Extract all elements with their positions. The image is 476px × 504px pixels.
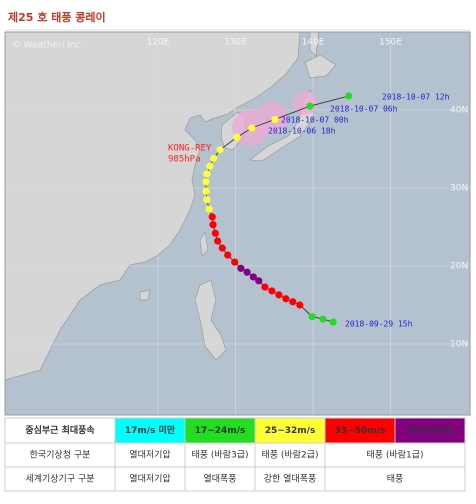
table-text: 17~24m/s bbox=[195, 426, 246, 436]
track-point bbox=[205, 205, 213, 213]
track-point bbox=[308, 313, 316, 321]
lon-label: 120E bbox=[147, 38, 170, 48]
track-point bbox=[224, 251, 232, 259]
table-cell bbox=[324, 442, 466, 468]
land bbox=[194, 279, 227, 361]
lat-label: 40N bbox=[450, 106, 468, 116]
storm-pressure: 985hPa bbox=[168, 155, 201, 165]
track-point bbox=[243, 268, 251, 276]
track-point bbox=[233, 133, 241, 141]
lat-label: 20N bbox=[450, 262, 468, 272]
track-point bbox=[255, 277, 263, 285]
lat-label: 30N bbox=[450, 184, 468, 194]
table-text: 강한 열대폭풍 bbox=[264, 474, 317, 485]
time-label: 2018-10-07 12h bbox=[382, 93, 450, 102]
track-point bbox=[248, 124, 256, 132]
storm-name: KONG-REY bbox=[168, 144, 212, 154]
track-point bbox=[231, 258, 239, 266]
table-cell bbox=[114, 417, 186, 444]
track-point bbox=[206, 162, 214, 170]
table-cell bbox=[394, 417, 466, 444]
table-cell bbox=[184, 466, 256, 492]
table-text: 5lm/s이상 bbox=[408, 424, 453, 436]
legend-table: 중심부근 최대풍속 17m/s 미만 17~24m/s 25~32m/s 33~50m/… bbox=[4, 417, 466, 492]
track-point bbox=[210, 154, 218, 162]
table-text: 중심부근 최대풍속 bbox=[25, 424, 94, 436]
time-label: 2018-10-07 00h bbox=[281, 116, 349, 125]
track-point bbox=[261, 283, 269, 291]
track-point bbox=[203, 196, 211, 204]
table-text: 세계기상기구 구분 bbox=[25, 473, 94, 485]
track-point bbox=[319, 315, 327, 323]
table-cell bbox=[184, 417, 256, 444]
table-text: 17m/s 미만 bbox=[125, 424, 176, 436]
track-point bbox=[216, 146, 224, 154]
table-text: 태풍 bbox=[387, 474, 404, 485]
track-point bbox=[218, 244, 226, 252]
track-point bbox=[209, 221, 217, 229]
table-cell bbox=[4, 466, 116, 492]
table-text: 25~32m/s bbox=[265, 426, 316, 436]
track-point bbox=[214, 237, 222, 245]
table-text: 태풍 (바람3급) bbox=[191, 449, 248, 461]
table-cell bbox=[324, 466, 466, 492]
table-text: 태풍 (바람1급) bbox=[366, 449, 423, 461]
track-point bbox=[306, 102, 314, 110]
track-point bbox=[211, 229, 219, 237]
table-text: 33~50m/s bbox=[335, 426, 386, 436]
lon-label: 150E bbox=[379, 38, 402, 48]
track-point bbox=[202, 187, 210, 195]
lat-label: 10N bbox=[450, 340, 468, 350]
track-point bbox=[329, 318, 337, 326]
track-point bbox=[282, 295, 290, 303]
title: 제25 호 태풍 콩레이 bbox=[8, 10, 106, 24]
track-point bbox=[203, 170, 211, 178]
track-point bbox=[289, 298, 297, 306]
land bbox=[139, 289, 151, 301]
track-point bbox=[296, 301, 304, 309]
table-cell bbox=[114, 442, 186, 468]
table-cell bbox=[4, 442, 116, 468]
table-text: 태풍 (바람2급) bbox=[261, 449, 318, 461]
track-point bbox=[268, 287, 276, 295]
track-point bbox=[275, 291, 283, 299]
time-label: 2018-09-29 15h bbox=[345, 320, 413, 329]
track-point bbox=[237, 264, 245, 272]
time-label: 2018-10-07 06h bbox=[330, 105, 398, 114]
track-point bbox=[202, 178, 210, 186]
land bbox=[309, 32, 320, 57]
lon-label: 130E bbox=[224, 38, 247, 48]
lon-label: 140E bbox=[302, 38, 325, 48]
map: © Weatheri Inc. KONG-REY 985hPa bbox=[4, 31, 471, 416]
track-point bbox=[208, 213, 216, 221]
time-label: 2018-10-06 18h bbox=[268, 127, 336, 136]
copyright: © Weatheri Inc. bbox=[12, 41, 83, 51]
table-text: 열대저기압 bbox=[129, 449, 170, 461]
table-text: 한국기상청 구분 bbox=[30, 450, 91, 461]
track-point bbox=[271, 115, 279, 123]
land bbox=[199, 231, 209, 257]
table-text: 열대저기압 bbox=[129, 473, 170, 485]
land bbox=[5, 32, 301, 381]
map-frame bbox=[4, 31, 471, 416]
track-point bbox=[249, 273, 257, 281]
table-text: 열대폭풍 bbox=[203, 474, 236, 485]
table-cell bbox=[114, 466, 186, 492]
track-point bbox=[345, 92, 353, 100]
